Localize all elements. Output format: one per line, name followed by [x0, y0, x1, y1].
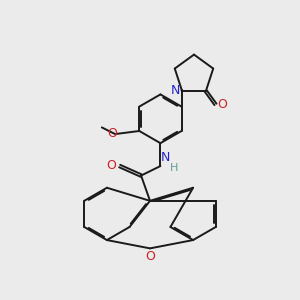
- Text: O: O: [145, 250, 155, 263]
- Text: O: O: [106, 159, 116, 172]
- Text: O: O: [217, 98, 227, 111]
- Text: O: O: [107, 128, 117, 140]
- Text: N: N: [171, 84, 180, 97]
- Text: H: H: [170, 163, 178, 172]
- Text: N: N: [161, 151, 170, 164]
